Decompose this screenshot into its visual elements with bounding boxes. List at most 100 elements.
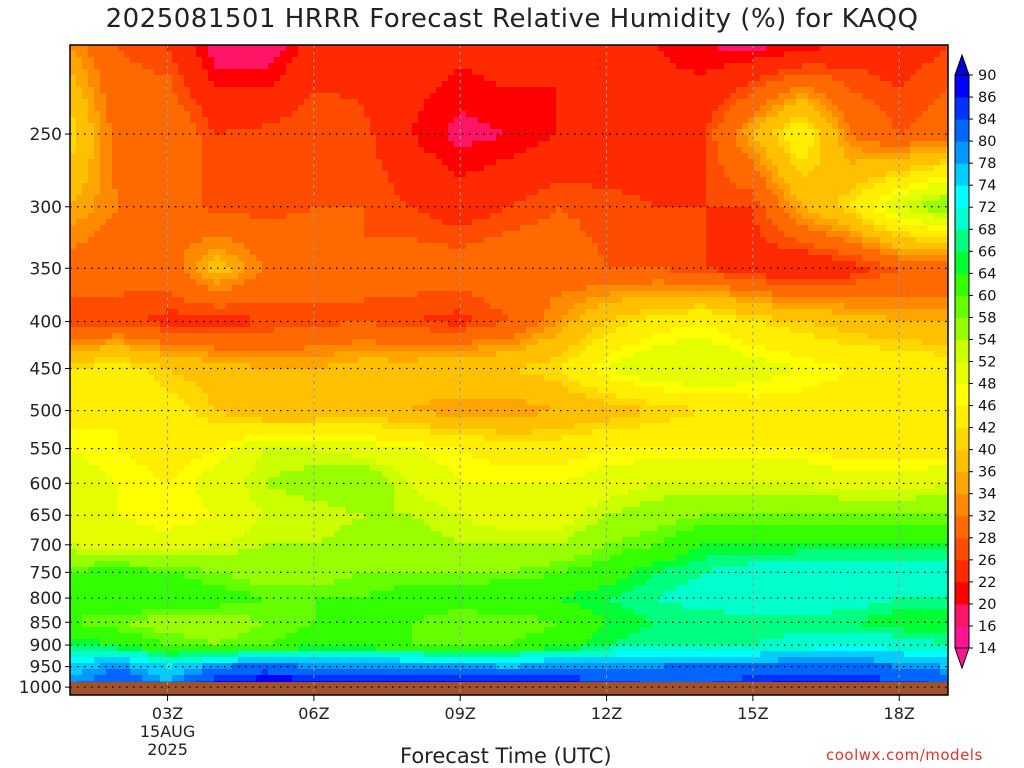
field-cell	[538, 201, 545, 208]
field-cell	[430, 243, 437, 250]
field-cell	[766, 75, 773, 82]
field-cell	[130, 147, 137, 154]
field-cell	[232, 135, 239, 142]
field-cell	[340, 57, 347, 64]
field-cell	[874, 231, 881, 238]
field-cell	[316, 189, 323, 196]
field-cell	[934, 195, 941, 202]
field-cell	[784, 69, 791, 76]
field-cell	[700, 231, 707, 238]
field-cell	[508, 243, 515, 250]
field-cell	[586, 81, 593, 88]
field-cell	[748, 69, 755, 76]
field-cell	[634, 87, 641, 94]
field-cell	[580, 237, 587, 244]
field-cell	[274, 99, 281, 106]
field-cell	[124, 213, 131, 220]
field-cell	[520, 87, 527, 94]
field-cell	[472, 207, 479, 214]
field-cell	[352, 219, 359, 226]
field-cell	[460, 99, 467, 106]
field-cell	[718, 237, 725, 244]
field-cell	[406, 153, 413, 160]
field-cell	[304, 183, 311, 190]
field-cell	[436, 51, 443, 58]
field-cell	[718, 147, 725, 154]
field-cell	[538, 135, 545, 142]
field-cell	[652, 237, 659, 244]
field-cell	[580, 87, 587, 94]
field-cell	[148, 189, 155, 196]
field-cell	[88, 195, 95, 202]
field-cell	[634, 213, 641, 220]
field-cell	[310, 45, 317, 52]
field-cell	[226, 129, 233, 136]
field-cell	[592, 153, 599, 160]
field-cell	[760, 243, 767, 250]
field-cell	[466, 117, 473, 124]
field-cell	[910, 201, 917, 208]
field-cell	[610, 237, 617, 244]
field-cell	[472, 201, 479, 208]
field-cell	[226, 111, 233, 118]
field-cell	[154, 45, 161, 52]
field-cell	[610, 153, 617, 160]
field-cell	[328, 189, 335, 196]
field-cell	[418, 225, 425, 232]
field-cell	[490, 45, 497, 52]
field-cell	[310, 51, 317, 58]
field-cell	[898, 243, 905, 250]
field-cell	[874, 189, 881, 196]
field-cell	[208, 225, 215, 232]
field-cell	[766, 171, 773, 178]
field-cell	[472, 219, 479, 226]
field-cell	[772, 87, 779, 94]
field-cell	[652, 51, 659, 58]
field-cell	[196, 129, 203, 136]
field-cell	[466, 159, 473, 166]
field-cell	[358, 93, 365, 100]
field-cell	[202, 159, 209, 166]
field-cell	[82, 189, 89, 196]
field-cell	[466, 243, 473, 250]
field-cell	[88, 231, 95, 238]
field-cell	[610, 111, 617, 118]
field-cell	[130, 189, 137, 196]
field-cell	[226, 105, 233, 112]
field-cell	[784, 195, 791, 202]
field-cell	[646, 87, 653, 94]
field-cell	[430, 63, 437, 70]
field-cell	[538, 165, 545, 172]
field-cell	[940, 117, 947, 124]
field-cell	[694, 141, 701, 148]
field-cell	[190, 177, 197, 184]
field-cell	[262, 129, 269, 136]
field-cell	[244, 51, 251, 58]
field-cell	[754, 183, 761, 190]
field-cell	[340, 93, 347, 100]
field-cell	[532, 201, 539, 208]
field-cell	[562, 219, 569, 226]
field-cell	[610, 207, 617, 214]
field-cell	[238, 105, 245, 112]
field-cell	[850, 189, 857, 196]
field-cell	[892, 69, 899, 76]
field-cell	[604, 123, 611, 130]
field-cell	[220, 111, 227, 118]
field-cell	[448, 159, 455, 166]
field-cell	[466, 45, 473, 52]
field-cell	[328, 213, 335, 220]
field-cell	[496, 123, 503, 130]
field-cell	[154, 63, 161, 70]
field-cell	[922, 243, 929, 250]
field-cell	[178, 69, 185, 76]
field-cell	[178, 123, 185, 130]
field-cell	[598, 177, 605, 184]
field-cell	[70, 93, 77, 100]
field-cell	[826, 207, 833, 214]
field-cell	[790, 213, 797, 220]
field-cell	[892, 243, 899, 250]
field-cell	[70, 87, 77, 94]
field-cell	[712, 243, 719, 250]
field-cell	[268, 183, 275, 190]
